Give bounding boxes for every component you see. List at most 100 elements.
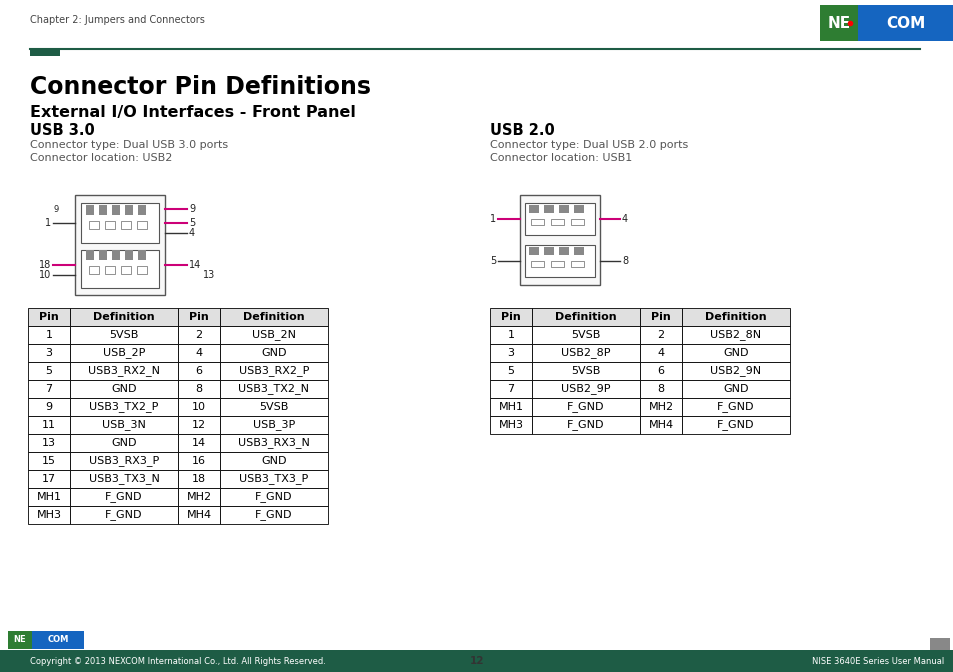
Text: MH3: MH3 — [498, 420, 523, 430]
Text: 15: 15 — [42, 456, 56, 466]
Text: MH4: MH4 — [648, 420, 673, 430]
Bar — [81, 203, 159, 243]
Bar — [70, 488, 178, 506]
Bar — [929, 638, 949, 650]
Bar — [220, 488, 328, 506]
Text: 4: 4 — [195, 348, 202, 358]
Text: 1: 1 — [489, 214, 496, 224]
Text: 1: 1 — [45, 218, 51, 228]
Bar — [531, 261, 543, 267]
Text: COM: COM — [48, 636, 69, 644]
Bar — [125, 205, 132, 215]
Bar — [681, 344, 789, 362]
Text: GND: GND — [261, 456, 287, 466]
Text: USB3_RX2_P: USB3_RX2_P — [238, 366, 309, 376]
Bar — [529, 247, 538, 255]
Text: 8: 8 — [657, 384, 664, 394]
Text: Pin: Pin — [39, 312, 59, 322]
Text: 9: 9 — [46, 402, 52, 412]
Text: F_GND: F_GND — [255, 509, 293, 520]
Text: 10: 10 — [192, 402, 206, 412]
Text: 5: 5 — [189, 218, 195, 228]
Text: 8: 8 — [621, 256, 627, 266]
Text: GND: GND — [112, 384, 136, 394]
Bar — [178, 470, 220, 488]
Bar — [490, 416, 532, 434]
Bar — [681, 326, 789, 344]
Text: MH1: MH1 — [36, 492, 61, 502]
Bar — [70, 344, 178, 362]
Text: USB3_RX3_N: USB3_RX3_N — [238, 437, 310, 448]
Bar — [532, 326, 639, 344]
Bar — [531, 219, 543, 225]
Bar — [220, 362, 328, 380]
Text: USB2_8N: USB2_8N — [710, 329, 760, 341]
Bar — [490, 380, 532, 398]
Text: Pin: Pin — [189, 312, 209, 322]
Text: 4: 4 — [621, 214, 627, 224]
Bar — [137, 221, 147, 229]
Bar — [574, 247, 583, 255]
Text: NISE 3640E Series User Manual: NISE 3640E Series User Manual — [811, 657, 943, 665]
Bar — [490, 326, 532, 344]
Bar — [89, 221, 99, 229]
Text: GND: GND — [722, 348, 748, 358]
Text: 5: 5 — [489, 256, 496, 266]
Bar — [220, 506, 328, 524]
Bar — [639, 308, 681, 326]
Text: F_GND: F_GND — [105, 491, 143, 503]
Text: 9: 9 — [53, 204, 59, 214]
Bar — [28, 488, 70, 506]
Bar — [543, 205, 554, 213]
Bar — [532, 344, 639, 362]
Text: 14: 14 — [189, 260, 201, 270]
Text: Definition: Definition — [243, 312, 305, 322]
Text: Connector Pin Definitions: Connector Pin Definitions — [30, 75, 371, 99]
Text: Connector type: Dual USB 3.0 ports: Connector type: Dual USB 3.0 ports — [30, 140, 228, 150]
Text: 6: 6 — [657, 366, 664, 376]
Text: GND: GND — [261, 348, 287, 358]
Bar — [178, 488, 220, 506]
Text: F_GND: F_GND — [717, 419, 754, 431]
Text: USB_2N: USB_2N — [252, 329, 295, 341]
Bar — [178, 380, 220, 398]
Bar — [543, 247, 554, 255]
Bar — [112, 250, 120, 260]
Text: Connector location: USB1: Connector location: USB1 — [490, 153, 632, 163]
Text: 5VSB: 5VSB — [571, 366, 600, 376]
Bar — [639, 398, 681, 416]
Text: External I/O Interfaces - Front Panel: External I/O Interfaces - Front Panel — [30, 105, 355, 120]
Text: USB_2P: USB_2P — [103, 347, 145, 358]
Text: 5: 5 — [507, 366, 514, 376]
Text: F_GND: F_GND — [105, 509, 143, 520]
Bar — [551, 219, 563, 225]
Text: 3: 3 — [507, 348, 514, 358]
Bar — [519, 195, 599, 285]
Bar — [558, 205, 568, 213]
Bar — [121, 221, 131, 229]
Bar — [857, 5, 953, 41]
Bar — [571, 261, 583, 267]
Text: USB_3N: USB_3N — [102, 419, 146, 431]
Bar — [70, 470, 178, 488]
Text: USB 3.0: USB 3.0 — [30, 123, 94, 138]
Text: USB2_9P: USB2_9P — [560, 384, 610, 394]
Text: USB2_9N: USB2_9N — [710, 366, 760, 376]
Bar — [125, 250, 132, 260]
Bar — [28, 398, 70, 416]
Text: 17: 17 — [42, 474, 56, 484]
Bar — [178, 416, 220, 434]
Text: Copyright © 2013 NEXCOM International Co., Ltd. All Rights Reserved.: Copyright © 2013 NEXCOM International Co… — [30, 657, 326, 665]
Text: USB 2.0: USB 2.0 — [490, 123, 554, 138]
Bar — [220, 470, 328, 488]
Text: 14: 14 — [192, 438, 206, 448]
Bar — [820, 5, 857, 41]
Text: 12: 12 — [469, 656, 484, 666]
Bar — [138, 250, 146, 260]
Text: 8: 8 — [195, 384, 202, 394]
Text: MH2: MH2 — [648, 402, 673, 412]
Bar — [70, 434, 178, 452]
Bar — [532, 380, 639, 398]
Bar — [178, 398, 220, 416]
Bar — [70, 362, 178, 380]
